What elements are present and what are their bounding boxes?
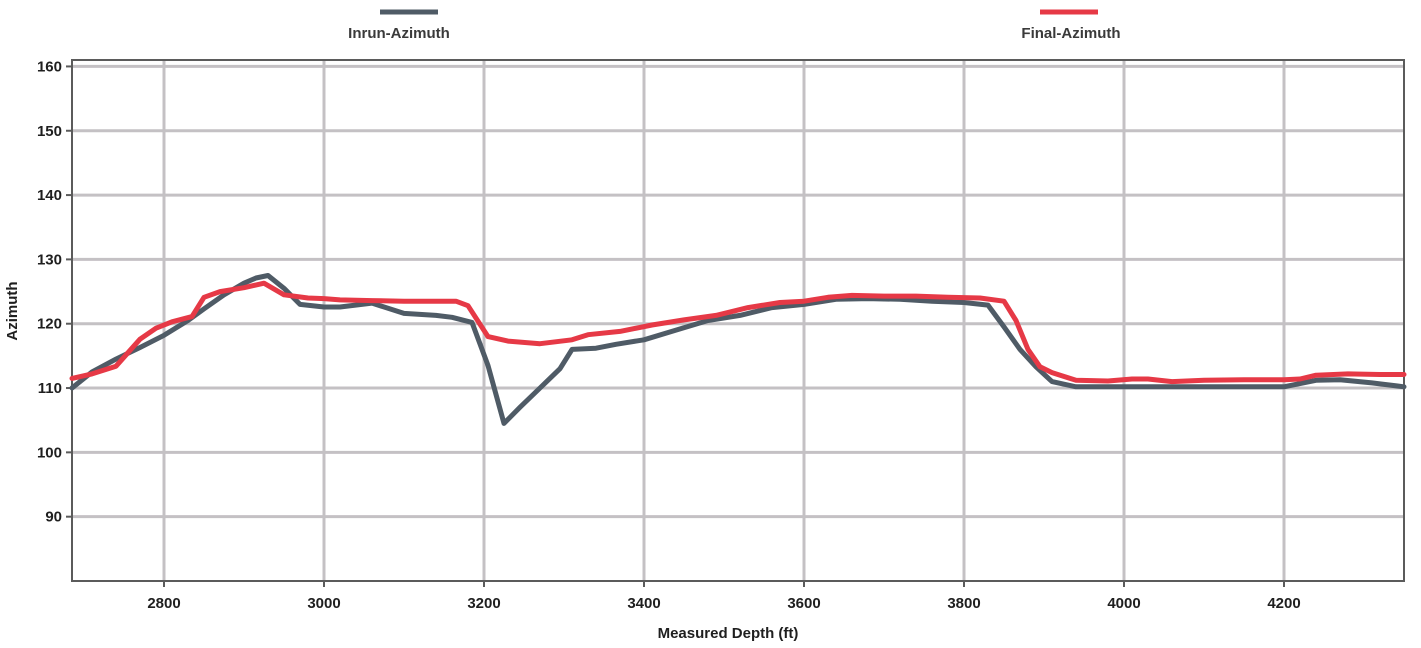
y-axis-title: Azimuth bbox=[4, 281, 21, 340]
legend: Inrun-Azimuth Final-Azimuth bbox=[348, 9, 1121, 42]
plot-frame bbox=[71, 59, 1405, 582]
series-layer bbox=[69, 273, 1407, 426]
x-tick-label: 3400 bbox=[627, 595, 660, 612]
y-tick-label: 90 bbox=[45, 509, 62, 526]
x-tick-label: 4000 bbox=[1107, 595, 1140, 612]
series-line-final-azimuth bbox=[69, 280, 1407, 385]
series-line-inrun-azimuth bbox=[69, 273, 1407, 426]
x-tick-label: 3600 bbox=[787, 595, 820, 612]
y-tick-label: 160 bbox=[37, 58, 62, 75]
y-tick-label: 140 bbox=[37, 187, 62, 204]
x-tick-labels: 2800 3000 3200 3400 3600 3800 4000 4200 bbox=[147, 595, 1300, 612]
x-tick-label: 3000 bbox=[307, 595, 340, 612]
legend-label-final: Final-Azimuth bbox=[1021, 25, 1120, 42]
x-axis-title: Measured Depth (ft) bbox=[658, 625, 799, 642]
grid-lines bbox=[66, 60, 1404, 587]
x-tick-label: 2800 bbox=[147, 595, 180, 612]
y-tick-label: 130 bbox=[37, 251, 62, 268]
x-tick-label: 4200 bbox=[1267, 595, 1300, 612]
y-tick-label: 150 bbox=[37, 123, 62, 140]
legend-label-inrun: Inrun-Azimuth bbox=[348, 25, 450, 42]
y-tick-labels: 90 100 110 120 130 140 150 160 bbox=[37, 58, 62, 525]
y-tick-label: 120 bbox=[37, 316, 62, 333]
x-tick-label: 3800 bbox=[947, 595, 980, 612]
y-tick-label: 110 bbox=[38, 380, 62, 397]
x-tick-label: 3200 bbox=[467, 595, 500, 612]
y-tick-label: 100 bbox=[37, 444, 62, 461]
